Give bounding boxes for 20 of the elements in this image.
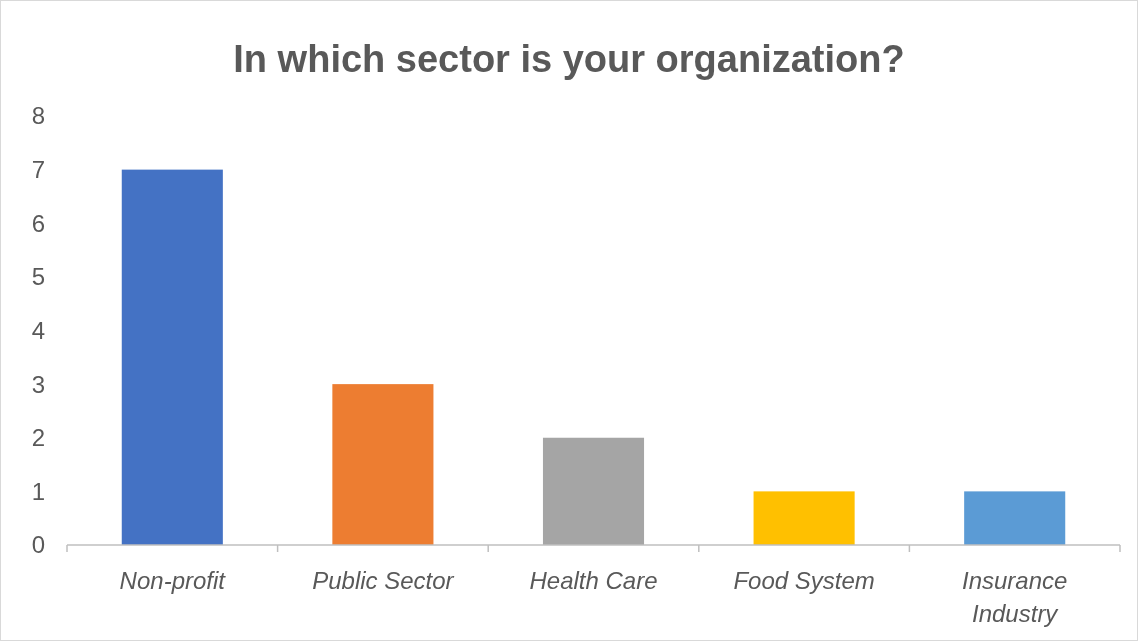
y-tick-label: 5 <box>31 263 45 291</box>
bar <box>753 491 855 545</box>
x-tick-label: Food System <box>733 567 875 594</box>
x-tick-label: Insurance Industry <box>962 567 1068 627</box>
bar <box>542 437 645 545</box>
bar <box>121 169 223 545</box>
y-tick-label: 2 <box>31 424 45 452</box>
y-tick-label: 4 <box>31 316 45 344</box>
chart-title: In which sector is your organization? <box>233 38 905 80</box>
y-tick-label: 7 <box>31 156 45 184</box>
x-tick-label: Health Care <box>529 567 658 594</box>
y-tick-label: 6 <box>31 209 45 237</box>
x-tick-label: Non-profit <box>119 567 227 594</box>
y-tick-label: 3 <box>31 370 45 398</box>
y-tick-label: 0 <box>31 531 45 559</box>
bar <box>964 491 1066 545</box>
x-tick-label: Public Sector <box>312 567 455 594</box>
y-tick-label: 8 <box>31 102 45 130</box>
y-tick-label: 1 <box>31 477 45 505</box>
bar <box>332 384 434 545</box>
